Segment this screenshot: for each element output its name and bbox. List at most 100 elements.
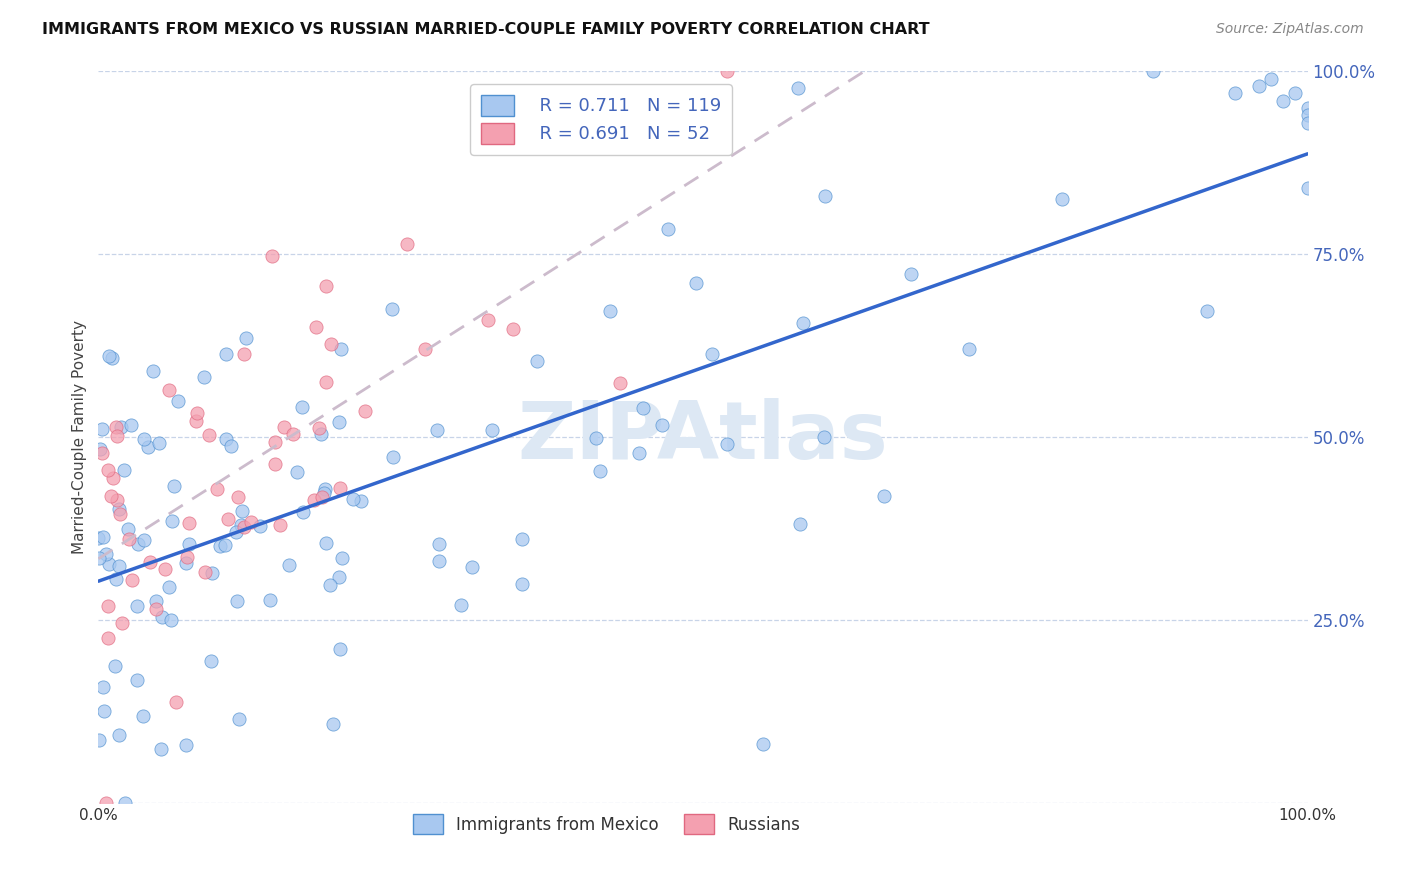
Point [510, 577, 533, 591]
Point [105, 419, 128, 434]
Point [285, 465, 308, 479]
Point [477, 313, 499, 327]
Point [450, 599, 472, 613]
Point [264, 457, 287, 471]
Point [165, 695, 187, 709]
Point [233, 519, 256, 533]
Point [259, 593, 281, 607]
Point [179, 516, 201, 530]
Point [208, 539, 231, 553]
Point [177, 536, 200, 550]
Point [1272, 94, 1295, 108]
Text: IMMIGRANTS FROM MEXICO VS RUSSIAN MARRIED-COUPLE FAMILY POVERTY CORRELATION CHAR: IMMIGRANTS FROM MEXICO VS RUSSIAN MARRIE… [42, 22, 929, 37]
Legend: Immigrants from Mexico, Russians: Immigrants from Mexico, Russians [405, 806, 808, 842]
Point [264, 434, 287, 449]
Point [145, 602, 167, 616]
Point [302, 493, 325, 508]
Point [100, 490, 122, 504]
Point [314, 486, 336, 500]
Point [184, 414, 207, 428]
Point [231, 504, 253, 518]
Point [787, 81, 810, 95]
Point [609, 376, 631, 391]
Point [194, 565, 217, 579]
Point [510, 533, 533, 547]
Point [101, 471, 124, 485]
Point [229, 517, 252, 532]
Point [132, 708, 155, 723]
Point [142, 364, 165, 378]
Point [127, 599, 149, 614]
Point [108, 728, 131, 742]
Point [657, 222, 679, 236]
Point [1050, 193, 1073, 207]
Point [305, 319, 328, 334]
Point [1296, 115, 1319, 129]
Point [87, 531, 110, 545]
Point [215, 432, 238, 446]
Point [176, 550, 198, 565]
Y-axis label: Married-Couple Family Poverty: Married-Couple Family Poverty [72, 320, 87, 554]
Point [427, 537, 450, 551]
Point [249, 519, 271, 533]
Point [153, 562, 176, 576]
Point [176, 557, 198, 571]
Point [1249, 78, 1271, 93]
Point [228, 712, 250, 726]
Point [134, 432, 156, 446]
Point [716, 437, 738, 451]
Point [321, 337, 343, 351]
Point [198, 428, 221, 442]
Point [134, 533, 156, 548]
Point [160, 514, 183, 528]
Point [292, 505, 315, 519]
Point [792, 316, 814, 330]
Point [97, 631, 120, 645]
Point [96, 599, 118, 614]
Point [94, 547, 117, 561]
Point [163, 479, 186, 493]
Point [201, 566, 224, 581]
Point [330, 550, 353, 565]
Point [87, 733, 110, 747]
Point [98, 349, 121, 363]
Point [291, 400, 314, 414]
Point [240, 515, 263, 529]
Point [269, 517, 291, 532]
Point [813, 188, 835, 202]
Point [186, 406, 208, 420]
Point [207, 482, 229, 496]
Point [91, 445, 114, 459]
Point [315, 375, 337, 389]
Point [702, 347, 724, 361]
Point [427, 554, 450, 568]
Point [1223, 87, 1246, 101]
Point [215, 347, 238, 361]
Point [481, 423, 503, 437]
Point [152, 610, 174, 624]
Point [235, 331, 257, 345]
Point [651, 417, 673, 432]
Point [118, 533, 141, 547]
Point [214, 538, 236, 552]
Point [589, 464, 612, 478]
Point [110, 420, 132, 434]
Point [283, 426, 305, 441]
Point [353, 404, 375, 418]
Point [752, 737, 775, 751]
Point [789, 517, 811, 532]
Point [329, 481, 352, 495]
Point [105, 492, 128, 507]
Point [121, 418, 143, 433]
Point [139, 555, 162, 569]
Point [308, 420, 330, 434]
Point [219, 439, 242, 453]
Point [328, 415, 350, 429]
Point [1296, 101, 1319, 115]
Point [599, 304, 621, 318]
Point [502, 322, 524, 336]
Point [1142, 64, 1164, 78]
Point [114, 796, 136, 810]
Point [121, 573, 143, 587]
Point [117, 522, 139, 536]
